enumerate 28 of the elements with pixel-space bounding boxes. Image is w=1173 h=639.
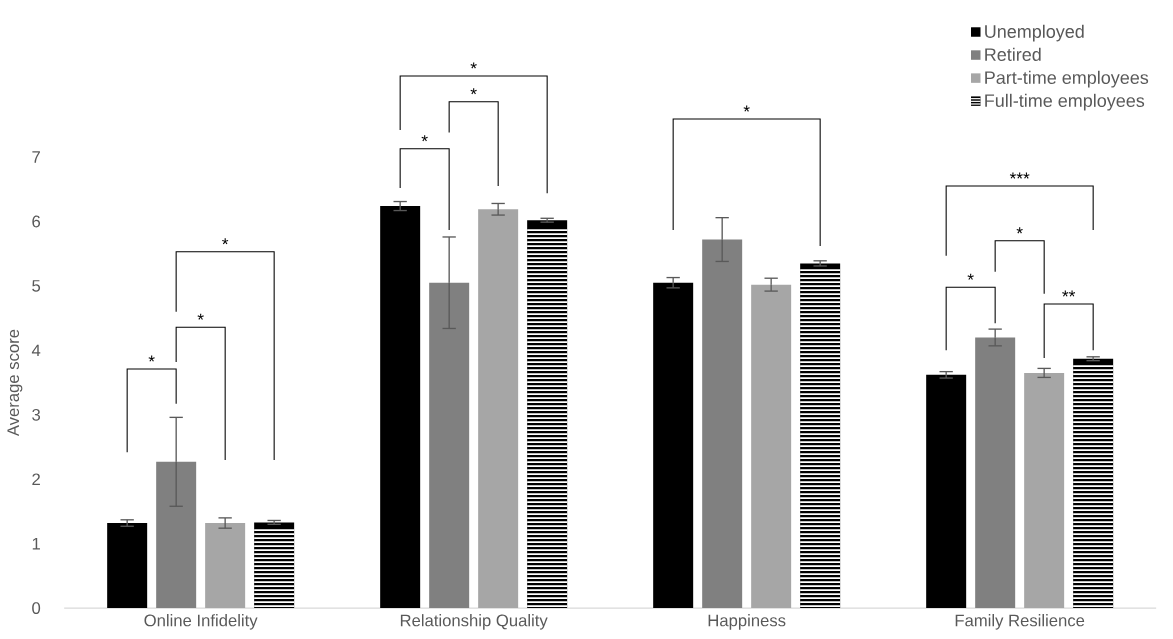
legend-label: Unemployed — [985, 24, 1084, 42]
annotation: * — [197, 313, 204, 320]
x-tick-label: Relationship Quality — [400, 614, 548, 630]
x-tick-label: Online Infidelity — [144, 614, 258, 630]
y-tick-label: 0 — [32, 602, 41, 614]
annotation: * — [222, 238, 229, 245]
annotation: *** — [1009, 172, 1030, 179]
text: * — [470, 62, 477, 69]
legend-label: Retired — [985, 47, 1041, 61]
y-tick-label: 2 — [32, 473, 40, 486]
annotation: * — [967, 273, 974, 280]
y-tick-label: 7 — [32, 151, 40, 163]
y-tick-label: 6 — [32, 215, 41, 228]
y-tick-label: 1 — [32, 537, 40, 550]
annotation: * — [148, 355, 155, 362]
text: * — [421, 135, 428, 142]
annotation: ** — [1062, 290, 1076, 297]
y-tick-label: 3 — [32, 408, 41, 421]
y-axis-title: Average score — [7, 329, 23, 437]
legend-label: Part-time employees — [985, 70, 1149, 88]
text: * — [743, 105, 750, 112]
x-tick-label: Family Resilience — [955, 614, 1085, 630]
annotation: * — [1016, 227, 1023, 234]
text: * — [470, 88, 477, 95]
y-tick-label: 4 — [31, 344, 41, 357]
legend-label: Full-time employees — [985, 93, 1145, 111]
y-tick-label: 5 — [32, 280, 41, 292]
x-tick-label: Happiness — [708, 614, 786, 630]
